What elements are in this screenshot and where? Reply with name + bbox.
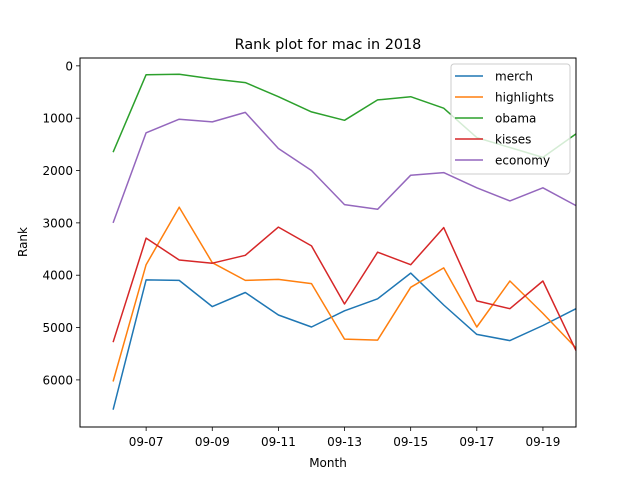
series-layer	[112, 73, 577, 410]
y-tick-label-5000: 5000	[42, 321, 73, 335]
x-tick-label-09-17: 09-17	[459, 435, 494, 449]
y-tick-label-6000: 6000	[42, 373, 73, 387]
x-tick-label-09-15: 09-15	[393, 435, 428, 449]
x-axis-title: Month	[309, 456, 347, 470]
chart-title: Rank plot for mac in 2018	[235, 37, 422, 53]
legend-box	[450, 63, 571, 175]
ticks-layer: 0 1000 2000 3000 4000 5000 6000 09-07 09-09 09-11…	[42, 59, 560, 449]
legend-label-obama: obama	[495, 112, 536, 126]
y-axis-title: Rank	[16, 227, 30, 257]
y-tick-label-3000: 3000	[42, 216, 73, 230]
y-tick-label-1000: 1000	[42, 112, 73, 126]
series-line-highlights	[112, 206, 577, 382]
y-tick-label-0: 0	[65, 59, 73, 73]
plot-frame	[79, 57, 577, 428]
x-tick-label-09-09: 09-09	[195, 435, 230, 449]
y-tick-label-4000: 4000	[42, 269, 73, 283]
x-tick-label-09-07: 09-07	[129, 435, 164, 449]
x-tick-label-09-11: 09-11	[261, 435, 296, 449]
x-tick-label-09-13: 09-13	[327, 435, 362, 449]
legend-label-merch: merch	[495, 70, 533, 84]
series-line-kisses	[112, 226, 577, 351]
legend: merch highlights obama kisses economy	[450, 63, 571, 175]
legend-label-highlights: highlights	[495, 91, 554, 105]
y-tick-label-2000: 2000	[42, 164, 73, 178]
x-tick-label-09-19: 09-19	[525, 435, 560, 449]
series-line-economy	[112, 111, 577, 224]
series-line-merch	[112, 272, 577, 410]
legend-label-kisses: kisses	[495, 133, 531, 147]
legend-label-economy: economy	[495, 154, 550, 168]
